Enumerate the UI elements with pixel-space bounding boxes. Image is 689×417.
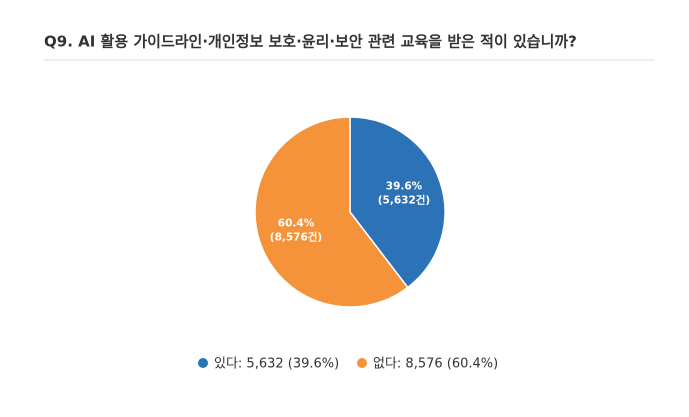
- legend-label: 없다: 8,576 (60.4%): [373, 357, 498, 372]
- legend-marker: [198, 358, 208, 368]
- slice-label: 39.6%: [386, 181, 423, 193]
- legend-label: 있다: 5,632 (39.6%): [214, 357, 339, 372]
- pie-slice: [349, 116, 446, 289]
- legend-marker: [357, 358, 367, 368]
- slice-label: 60.4%: [278, 217, 315, 229]
- slice-count-label: (8,576건): [270, 230, 322, 243]
- pie-slice: [254, 116, 409, 308]
- slice-count-label: (5,632건): [378, 194, 430, 207]
- chart-title: Q9. AI 활용 가이드라인·개인정보 보호·윤리·보안 관련 교육을 받은 …: [44, 33, 577, 51]
